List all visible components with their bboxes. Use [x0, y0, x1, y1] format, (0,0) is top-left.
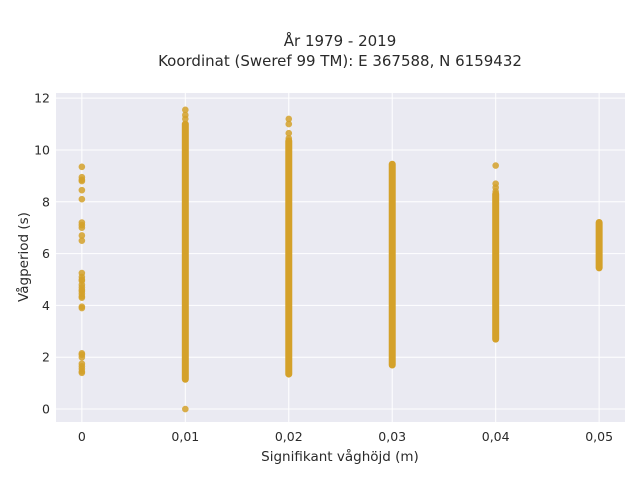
y-tick-label: 2	[42, 350, 50, 365]
y-tick-label: 0	[42, 402, 50, 417]
data-point	[78, 232, 86, 239]
data-point	[285, 135, 293, 142]
x-tick-label: 0,04	[482, 429, 510, 444]
data-point	[285, 115, 293, 123]
data-point	[78, 304, 86, 312]
data-point	[182, 106, 189, 114]
data-point	[285, 129, 293, 137]
data-point	[78, 195, 86, 203]
data-point	[182, 115, 189, 123]
data-point	[78, 186, 86, 194]
data-point	[182, 405, 189, 413]
data-point	[285, 120, 293, 128]
data-points	[78, 106, 603, 413]
x-tick-label: 0,01	[171, 429, 199, 444]
x-axis-ticks: 0 0,01 0,02 0,03 0,04 0,05	[78, 429, 613, 444]
data-point	[78, 294, 86, 301]
data-point	[78, 163, 86, 171]
chart-subtitle: Koordinat (Sweref 99 TM): E 367588, N 61…	[158, 52, 522, 70]
y-axis-ticks: 0 2 4 6 8 10 12	[34, 91, 50, 417]
y-axis-title: Vågperiod (s)	[15, 212, 32, 302]
data-point	[78, 353, 86, 361]
data-point	[78, 224, 86, 232]
y-tick-label: 8	[42, 194, 50, 209]
data-point	[492, 162, 499, 169]
y-tick-label: 6	[42, 246, 50, 261]
y-tick-label: 4	[42, 298, 50, 313]
data-point	[78, 237, 86, 244]
data-point	[492, 188, 499, 195]
y-tick-label: 10	[34, 142, 50, 157]
chart-title: År 1979 - 2019	[284, 31, 397, 50]
x-tick-label: 0	[78, 429, 86, 444]
data-point	[78, 177, 86, 185]
plot-area	[56, 93, 625, 422]
data-point	[78, 369, 86, 377]
x-tick-label: 0,02	[275, 429, 303, 444]
x-tick-label: 0,03	[378, 429, 406, 444]
x-axis-title: Signifikant våghöjd (m)	[261, 448, 419, 465]
y-tick-label: 12	[34, 91, 50, 106]
x-tick-label: 0,05	[585, 429, 613, 444]
